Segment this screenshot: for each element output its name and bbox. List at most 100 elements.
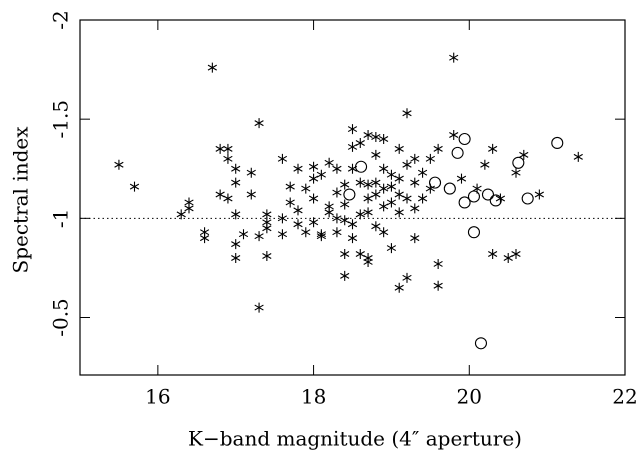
point — [474, 337, 488, 350]
point — [301, 227, 311, 238]
point — [394, 207, 404, 218]
point — [223, 193, 233, 204]
point — [363, 179, 373, 190]
point — [467, 226, 481, 239]
point — [355, 137, 365, 148]
point — [363, 207, 373, 218]
y-tick-label: -0.5 — [49, 298, 73, 337]
point — [480, 159, 490, 170]
point — [467, 190, 481, 203]
point — [511, 249, 521, 260]
point — [231, 252, 241, 263]
point — [371, 189, 381, 200]
point — [458, 196, 471, 209]
point — [215, 189, 225, 200]
point — [308, 217, 319, 228]
y-tick-label: -1.5 — [49, 100, 73, 139]
point — [293, 205, 303, 216]
point — [521, 192, 534, 205]
point — [386, 197, 397, 208]
y-tick-label: -2 — [49, 10, 73, 29]
point — [207, 62, 217, 73]
point — [443, 182, 456, 195]
point — [308, 161, 319, 172]
point — [308, 173, 319, 184]
point — [254, 231, 264, 242]
point — [433, 143, 443, 154]
point — [176, 209, 186, 220]
x-tick-label: 16 — [145, 385, 170, 409]
point — [246, 167, 256, 178]
point — [456, 173, 467, 184]
point — [428, 176, 442, 189]
point — [425, 153, 435, 164]
point — [293, 219, 303, 230]
point — [231, 239, 241, 250]
point — [223, 143, 233, 154]
point — [231, 209, 241, 220]
point — [285, 181, 295, 192]
point — [417, 193, 428, 204]
point — [363, 130, 373, 141]
point — [332, 163, 342, 174]
point — [386, 169, 397, 180]
point — [277, 213, 288, 224]
point — [347, 141, 358, 152]
point — [262, 223, 272, 234]
point — [410, 153, 420, 164]
point — [340, 179, 350, 190]
point — [340, 270, 350, 281]
point — [534, 189, 544, 200]
point — [301, 183, 311, 194]
x-tick-label: 22 — [612, 385, 637, 409]
point — [379, 201, 389, 212]
point — [355, 209, 365, 220]
point — [394, 173, 404, 184]
point — [343, 188, 356, 201]
point — [394, 189, 404, 200]
point — [254, 118, 264, 129]
point — [340, 215, 350, 226]
point — [394, 143, 404, 154]
point — [417, 167, 428, 178]
point — [246, 189, 256, 200]
point — [458, 132, 471, 146]
point — [332, 187, 342, 198]
point — [254, 302, 264, 313]
point — [316, 169, 326, 180]
point — [355, 177, 365, 188]
point — [371, 221, 381, 232]
point — [238, 229, 249, 240]
point — [433, 258, 443, 269]
point — [285, 197, 295, 208]
point — [340, 249, 350, 260]
point — [114, 159, 124, 170]
point — [410, 177, 420, 188]
point — [511, 167, 521, 178]
point — [355, 249, 365, 260]
y-axis-label: Spectral index — [9, 126, 33, 274]
point — [481, 188, 495, 201]
point — [449, 52, 459, 63]
point — [324, 207, 334, 218]
point — [332, 227, 342, 238]
point — [379, 183, 389, 194]
point — [402, 108, 412, 119]
point — [129, 181, 140, 192]
y-tick-label: -1 — [49, 209, 73, 228]
point — [347, 233, 358, 244]
point — [371, 132, 381, 143]
point — [488, 249, 498, 260]
point — [386, 243, 397, 254]
plot-frame — [79, 19, 626, 376]
point — [573, 151, 583, 162]
point — [324, 157, 334, 168]
point — [363, 256, 373, 267]
point — [449, 130, 459, 141]
point — [512, 156, 525, 169]
point — [215, 143, 225, 154]
point — [184, 197, 194, 208]
point — [355, 160, 368, 173]
point — [363, 193, 373, 204]
